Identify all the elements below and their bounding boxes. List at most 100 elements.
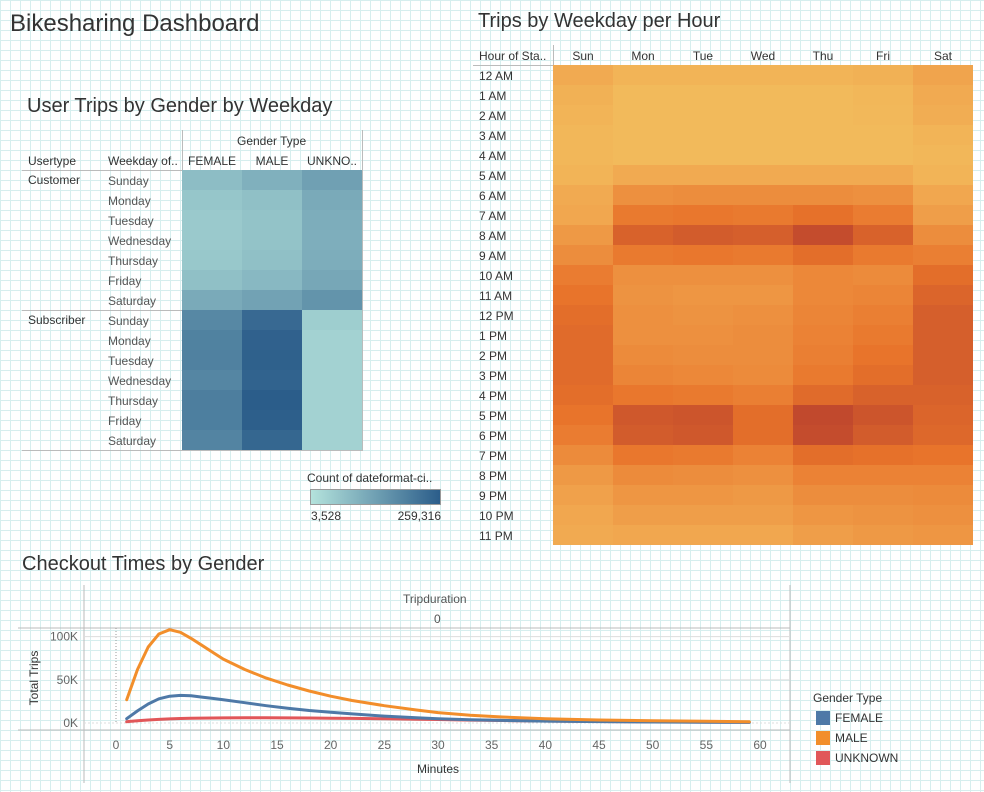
heatmap-cell — [242, 330, 302, 350]
heatmap-cell — [913, 165, 973, 185]
heatmap-cell — [793, 405, 853, 425]
weekday-label: Saturday — [108, 434, 157, 448]
heatmap-cell — [733, 385, 793, 405]
heatmap-cell — [613, 385, 673, 405]
hour-col-header: Fri — [876, 49, 890, 63]
checkout-sheet-title: Checkout Times by Gender — [22, 553, 265, 575]
heatmap-cell — [242, 250, 302, 270]
hour-label: 11 PM — [479, 529, 513, 543]
legend-swatch — [816, 751, 830, 765]
dashboard-title: Bikesharing Dashboard — [10, 10, 260, 37]
table-right-border — [362, 130, 363, 450]
heatmap-cell — [613, 225, 673, 245]
heatmap-cell — [853, 425, 913, 445]
y-tick-label: 50K — [57, 673, 78, 687]
weekday-label: Tuesday — [108, 214, 154, 228]
gender-sheet-title: User Trips by Gender by Weekday — [27, 95, 333, 117]
heatmap-cell — [182, 270, 242, 290]
heatmap-cell — [613, 265, 673, 285]
heatmap-cell — [613, 485, 673, 505]
heatmap-cell — [673, 185, 733, 205]
hour-label: 7 PM — [479, 449, 508, 463]
x-tick-label: 45 — [592, 738, 606, 752]
heatmap-cell — [182, 310, 242, 330]
heatmap-cell — [302, 350, 362, 370]
hour-label: 2 AM — [479, 109, 507, 123]
heatmap-cell — [913, 465, 973, 485]
x-tick-label: 35 — [485, 738, 499, 752]
hour-label: 9 PM — [479, 489, 508, 503]
heatmap-cell — [913, 105, 973, 125]
heatmap-cell — [793, 365, 853, 385]
heatmap-cell — [302, 230, 362, 250]
gender-col-header: MALE — [255, 154, 289, 168]
heatmap-cell — [853, 405, 913, 425]
heatmap-cell — [613, 465, 673, 485]
usertype-label: Subscriber — [28, 313, 86, 327]
heatmap-cell — [913, 325, 973, 345]
heatmap-cell — [553, 365, 613, 385]
heatmap-cell — [242, 390, 302, 410]
gender-legend-title: Count of dateformat-ci.. — [307, 471, 433, 485]
heatmap-cell — [733, 145, 793, 165]
heatmap-cell — [242, 290, 302, 310]
heatmap-cell — [553, 405, 613, 425]
gender-col-header: FEMALE — [187, 154, 236, 168]
heatmap-cell — [613, 445, 673, 465]
heatmap-cell — [793, 505, 853, 525]
hour-col-header: Sat — [933, 49, 952, 63]
legend-swatch — [816, 731, 830, 745]
heatmap-cell — [553, 105, 613, 125]
heatmap-cell — [553, 485, 613, 505]
heatmap-cell — [673, 105, 733, 125]
y-tick-label: 0K — [63, 716, 78, 730]
heatmap-cell — [733, 525, 793, 545]
hour-label: 4 AM — [479, 149, 507, 163]
heatmap-cell — [793, 325, 853, 345]
hour-label: 10 AM — [479, 269, 514, 283]
heatmap-cell — [913, 485, 973, 505]
heatmap-cell — [793, 305, 853, 325]
weekday-label: Monday — [108, 194, 151, 208]
heatmap-cell — [673, 305, 733, 325]
heatmap-cell — [733, 185, 793, 205]
heatmap-cell — [853, 285, 913, 305]
heatmap-cell — [613, 65, 673, 85]
heatmap-cell — [733, 425, 793, 445]
heatmap-cell — [242, 230, 302, 250]
heatmap-cell — [793, 145, 853, 165]
heatmap-cell — [242, 410, 302, 430]
x-tick-label: 25 — [378, 738, 392, 752]
heatmap-cell — [733, 225, 793, 245]
heatmap-cell — [613, 165, 673, 185]
x-tick-label: 10 — [217, 738, 231, 752]
heatmap-cell — [733, 445, 793, 465]
hour-label: 3 AM — [479, 129, 507, 143]
heatmap-cell — [733, 305, 793, 325]
heatmap-cell — [913, 265, 973, 285]
heatmap-cell — [733, 125, 793, 145]
weekday-label: Thursday — [108, 394, 159, 408]
heatmap-cell — [733, 265, 793, 285]
heatmap-cell — [302, 290, 362, 310]
heatmap-cell — [793, 205, 853, 225]
hour-label: 8 AM — [479, 229, 507, 243]
heatmap-cell — [673, 425, 733, 445]
hour-label: 1 PM — [479, 329, 508, 343]
heatmap-cell — [913, 145, 973, 165]
heatmap-cell — [553, 165, 613, 185]
heatmap-cell — [733, 505, 793, 525]
hour-label: 3 PM — [479, 369, 508, 383]
heatmap-cell — [242, 170, 302, 190]
heatmap-cell — [673, 365, 733, 385]
heatmap-cell — [673, 325, 733, 345]
heatmap-cell — [553, 65, 613, 85]
heatmap-cell — [913, 125, 973, 145]
heatmap-cell — [613, 365, 673, 385]
heatmap-cell — [913, 185, 973, 205]
x-tick-label: 40 — [539, 738, 553, 752]
heatmap-cell — [733, 85, 793, 105]
legend-label: UNKNOWN — [835, 751, 899, 765]
heatmap-cell — [733, 485, 793, 505]
heatmap-cell — [733, 365, 793, 385]
